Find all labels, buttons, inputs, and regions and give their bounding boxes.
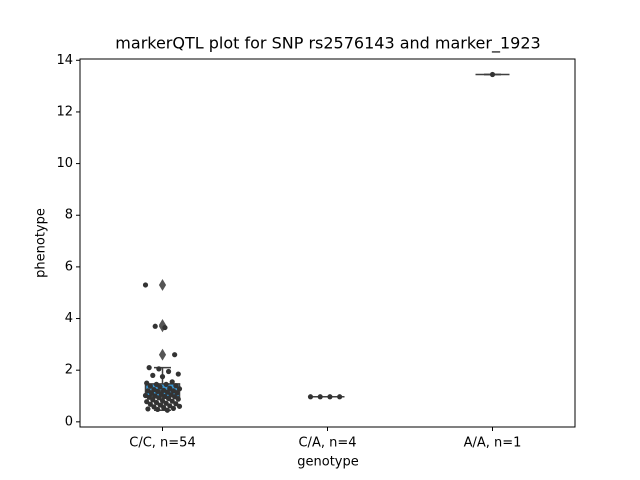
strip-point	[144, 399, 150, 405]
x-axis-label: genotype	[297, 455, 358, 470]
strip-point	[327, 394, 333, 400]
y-tick-label: 2	[65, 363, 73, 378]
strip-point	[159, 398, 166, 404]
strip-point	[155, 388, 161, 394]
strip-point	[147, 401, 153, 407]
strip-point	[158, 391, 164, 397]
strip-point	[145, 388, 151, 394]
strip-point	[156, 366, 162, 372]
strip-point	[147, 383, 153, 389]
strip-point	[164, 389, 170, 395]
strip-point	[162, 324, 168, 331]
strip-point	[173, 401, 179, 407]
strip-point	[337, 394, 343, 400]
strip-point	[146, 394, 152, 400]
strip-point	[170, 405, 177, 412]
strip-point	[175, 396, 181, 402]
strip-point	[150, 397, 156, 403]
flier	[158, 278, 167, 291]
strip-point	[155, 406, 161, 413]
strip-point	[161, 405, 167, 411]
strip-point	[152, 323, 158, 329]
strip-point	[153, 381, 160, 387]
y-tick-label: 6	[65, 259, 73, 274]
strip-point	[172, 352, 178, 358]
x-tick-label: A/A, n=1	[464, 436, 522, 451]
x-tick-label: C/A, n=4	[298, 436, 356, 451]
y-tick-label: 4	[65, 311, 73, 326]
strip-point	[150, 372, 156, 378]
flier	[158, 319, 167, 331]
strip-point	[144, 380, 150, 386]
strip-point	[156, 395, 162, 401]
y-axis-label: phenotype	[34, 208, 49, 278]
strip-point	[151, 404, 157, 410]
strip-point	[148, 390, 155, 397]
chart-title: markerQTL plot for SNP rs2576143 and mar…	[115, 34, 540, 54]
strip-point	[489, 71, 496, 78]
strip-point	[173, 383, 179, 389]
strip-point	[317, 394, 323, 400]
strip-point	[169, 379, 175, 385]
strip-point	[153, 399, 160, 406]
strip-point	[169, 398, 175, 404]
strip-point	[167, 385, 173, 391]
x-tick-label: C/C, n=54	[129, 436, 195, 451]
strip-point	[165, 395, 172, 402]
strip-point	[165, 368, 172, 375]
flier	[158, 348, 167, 361]
strip-point	[175, 371, 181, 377]
strip-point	[164, 407, 170, 413]
strip-point	[157, 402, 163, 408]
strip-point	[167, 403, 173, 409]
strip-point	[163, 400, 169, 406]
strip-point	[157, 384, 163, 390]
y-tick-label: 0	[65, 414, 73, 429]
strip-point	[145, 406, 151, 412]
y-tick-label: 12	[56, 104, 73, 119]
y-tick-label: 10	[56, 156, 73, 171]
strip-point	[176, 403, 183, 409]
y-tick-label: 14	[56, 53, 73, 68]
strip-point	[174, 390, 180, 396]
strip-point	[307, 394, 314, 400]
plot-frame	[79, 58, 576, 428]
y-tick-label: 8	[65, 208, 73, 223]
strip-point	[163, 381, 169, 387]
strip-point	[146, 365, 152, 371]
strip-point	[142, 282, 149, 288]
strip-point	[176, 386, 183, 392]
strip-point	[159, 374, 166, 380]
